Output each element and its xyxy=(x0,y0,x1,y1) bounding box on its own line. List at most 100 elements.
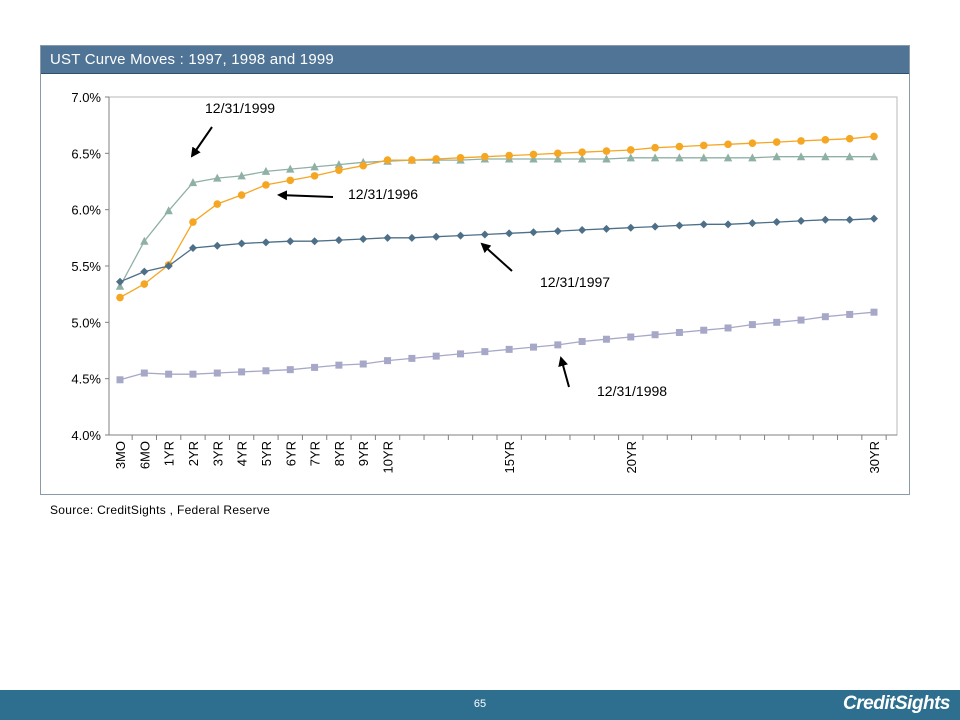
data-point xyxy=(359,161,368,170)
data-point xyxy=(261,166,271,175)
x-tick-label: 15YR xyxy=(502,441,517,474)
series-12-31-1999 xyxy=(115,152,879,290)
data-point xyxy=(481,348,489,356)
data-point xyxy=(700,326,708,334)
data-point xyxy=(213,173,222,182)
data-point xyxy=(432,155,440,163)
data-point xyxy=(529,228,538,237)
data-point xyxy=(772,138,781,146)
data-point xyxy=(796,152,806,161)
chart-panel: UST Curve Moves : 1997, 1998 and 1999 xyxy=(40,45,910,495)
y-tick-label: 5.5% xyxy=(71,259,101,274)
data-point xyxy=(383,233,392,242)
data-point xyxy=(237,239,246,248)
series-12-31-1997 xyxy=(116,214,878,286)
data-point xyxy=(189,218,197,226)
data-point xyxy=(359,234,368,243)
data-point xyxy=(846,310,854,318)
data-point xyxy=(213,200,222,208)
x-tick-label: 20YR xyxy=(624,441,639,474)
x-tick-label: 8YR xyxy=(332,441,347,466)
plot-area xyxy=(108,96,898,436)
data-point xyxy=(529,154,538,163)
data-point xyxy=(213,241,222,250)
data-point xyxy=(748,321,756,329)
x-tick-label: 2YR xyxy=(186,441,201,466)
annotation-arrow xyxy=(190,126,213,158)
annotation-arrow xyxy=(277,190,334,201)
data-point xyxy=(116,293,124,302)
y-tick-label: 6.5% xyxy=(71,146,101,161)
data-point xyxy=(821,215,830,224)
annotation-label: 12/31/1996 xyxy=(348,186,418,202)
data-point xyxy=(335,361,343,369)
data-point xyxy=(602,224,611,233)
data-point xyxy=(602,335,610,343)
data-point xyxy=(164,206,173,215)
data-point xyxy=(188,178,198,187)
data-point xyxy=(115,281,125,290)
data-point xyxy=(384,357,392,365)
y-tick-label: 4.5% xyxy=(71,372,101,387)
data-point xyxy=(797,216,806,225)
data-point xyxy=(553,227,562,236)
data-point xyxy=(408,156,416,164)
data-point xyxy=(578,337,586,345)
series-line xyxy=(119,218,875,283)
footer-bar: 65 CreditSights xyxy=(0,690,960,720)
data-point xyxy=(262,367,270,375)
x-tick-label: 6YR xyxy=(283,441,298,466)
data-point xyxy=(408,354,416,362)
x-tick-label: 1YR xyxy=(162,441,177,466)
series-line xyxy=(119,135,875,299)
data-point xyxy=(140,369,148,377)
annotation-arrow xyxy=(480,242,513,272)
source-note: Source: CreditSights , Federal Reserve xyxy=(50,503,271,517)
data-point xyxy=(286,164,295,173)
data-point xyxy=(140,236,149,245)
data-point xyxy=(845,152,854,161)
data-point xyxy=(675,328,683,336)
data-point xyxy=(699,220,708,229)
page-number: 65 xyxy=(473,698,487,710)
data-point xyxy=(773,318,781,326)
data-point xyxy=(651,143,659,152)
data-point xyxy=(869,152,879,161)
data-point xyxy=(457,350,465,358)
data-point xyxy=(748,153,757,162)
data-point xyxy=(505,151,513,160)
data-point xyxy=(529,343,537,351)
annotation-arrow xyxy=(558,356,570,388)
data-point xyxy=(237,171,246,180)
x-tick-label: 9YR xyxy=(356,441,371,466)
x-tick-label: 3MO xyxy=(113,441,128,469)
data-point xyxy=(286,176,295,185)
data-point xyxy=(554,341,562,349)
annotation-label: 12/31/1997 xyxy=(540,274,610,290)
data-point xyxy=(553,154,563,163)
data-point xyxy=(651,222,660,231)
data-point xyxy=(310,162,319,171)
data-point xyxy=(189,370,197,378)
x-tick-label: 30YR xyxy=(867,441,882,474)
x-tick-label: 6MO xyxy=(137,441,152,469)
data-point xyxy=(188,243,197,252)
data-point xyxy=(237,191,246,199)
yield-curve-chart: 4.0% 4.5% 5.0% 5.5% 6.0% 6.5% 7.0% 3MO 6MO 1YR 2YR… xyxy=(71,90,898,474)
y-tick-label: 6.0% xyxy=(71,203,101,218)
data-point xyxy=(772,218,781,227)
series-line xyxy=(119,156,874,287)
data-point xyxy=(238,368,246,376)
series-12-31-1998 xyxy=(116,308,878,384)
data-point xyxy=(554,149,562,158)
data-point xyxy=(797,137,805,145)
data-point xyxy=(286,366,294,374)
data-point xyxy=(578,225,587,234)
data-point xyxy=(724,220,733,229)
series-12-31-1996 xyxy=(116,132,878,302)
data-point xyxy=(456,231,465,240)
data-point xyxy=(432,352,440,360)
data-point xyxy=(286,237,295,246)
data-point xyxy=(821,152,830,161)
data-point xyxy=(699,141,708,150)
